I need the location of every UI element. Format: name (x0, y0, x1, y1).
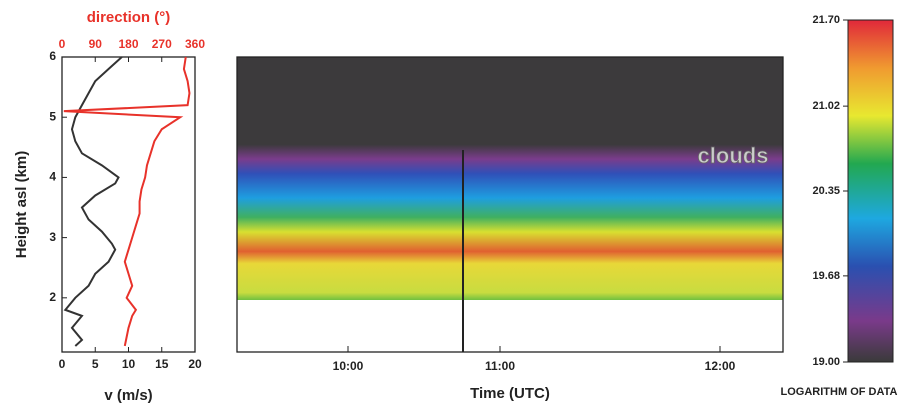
x-tick-label: 0 (59, 357, 66, 371)
y-tick-label: 2 (49, 290, 56, 304)
y-axis-label: Height asl (km) (13, 151, 30, 259)
colorbar-tick-label: 21.70 (812, 14, 840, 26)
plot-frame (236, 56, 784, 353)
profile-line (63, 56, 123, 347)
annotation: clouds (698, 143, 769, 168)
x-tick-label: 15 (155, 357, 169, 371)
x-tick-label: 10 (122, 357, 136, 371)
x2-axis-label: direction (°) (87, 9, 171, 26)
colorbar-tick-label: 19.00 (812, 356, 840, 368)
time-height-panel: 10:00 11:00 12:00 Time (UTC) clouds (236, 56, 784, 402)
y-tick-label: 3 (49, 230, 56, 244)
x2-tick-label: 90 (89, 37, 103, 51)
no-data-area (237, 300, 783, 352)
colorbar-tick-label: 21.02 (812, 100, 840, 112)
plot-frame (61, 56, 196, 353)
colorbar-tick-label: 19.68 (812, 270, 840, 282)
x2-tick-label: 0 (59, 37, 66, 51)
x-tick-label: 11:00 (485, 359, 515, 373)
x-axis-label: Time (UTC) (470, 385, 550, 402)
x2-tick-label: 360 (185, 37, 205, 51)
x-tick-label: 12:00 (705, 359, 736, 373)
x2-tick-label: 180 (118, 37, 138, 51)
x-tick-label: 20 (188, 357, 202, 371)
y-tick-label: 5 (49, 109, 56, 123)
x-tick-label: 5 (92, 357, 99, 371)
y-tick-label: 6 (49, 49, 56, 63)
y-tick-label: 4 (49, 170, 56, 184)
colorbar (847, 19, 894, 363)
profile-line (63, 56, 191, 347)
x-tick-label: 10:00 (333, 359, 364, 373)
colorbar-label: LOGARITHM OF DATA (781, 386, 898, 398)
x2-tick-label: 270 (152, 37, 172, 51)
colorbar-panel: 19.00 19.68 20.35 21.02 21.70 LOGARITHM OF DA… (781, 14, 898, 398)
x-axis-label: v (m/s) (104, 387, 152, 404)
colorbar-tick-label: 20.35 (812, 185, 840, 197)
backscatter-image (237, 57, 783, 300)
